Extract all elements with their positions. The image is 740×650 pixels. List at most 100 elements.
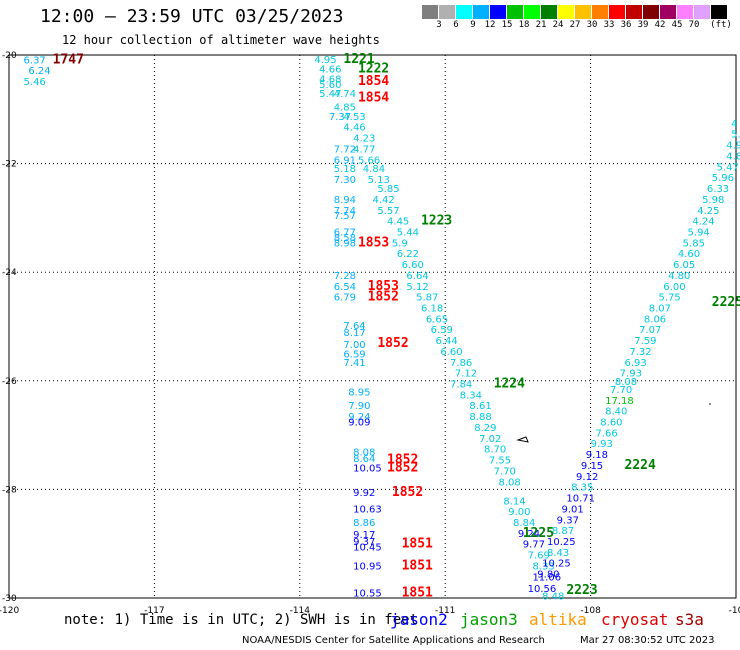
sat-s3a: s3a (675, 610, 704, 629)
wave-height-label: 9.00 (508, 507, 530, 518)
wave-height-label: 7.64 (343, 321, 365, 332)
wave-height-label: 9.92 (353, 488, 375, 499)
pass-time-label: 1221 (343, 52, 374, 67)
pass-time-label: 1223 (421, 214, 452, 229)
wave-height-label: 6.24 (28, 66, 50, 77)
legend-swatch (711, 5, 728, 19)
wave-height-label: 5.85 (683, 238, 705, 249)
wave-height-label: 5.85 (377, 184, 399, 195)
wave-height-label: 9.77 (523, 540, 545, 551)
legend-ticks: 3 6 9 12 15 18 21 24 27 30 33 36 39 42 45 70 (ft) (422, 19, 732, 33)
legend-label: 24 (552, 20, 564, 30)
wave-height-label: 7.93 (620, 369, 642, 380)
wave-height-label: 5.46 (24, 77, 46, 88)
footer-credit: NOAA/NESDIS Center for Satellite Applica… (242, 635, 545, 646)
wave-height-label: 4.85 (334, 103, 356, 114)
legend-swatch (490, 5, 507, 19)
legend-label: 30 (586, 20, 598, 30)
wave-height-label: 5.47 (319, 89, 341, 100)
pass-time-label: 1851 (402, 537, 433, 552)
wave-height-label: 7.30 (334, 175, 356, 186)
wave-height-label: 8.61 (469, 401, 491, 412)
pass-time-label: 1852 (387, 461, 418, 476)
pass-time-label: 2224 (625, 458, 656, 473)
wave-height-label: 6.65 (426, 314, 448, 325)
y-tick-label: -24 (2, 268, 17, 278)
wave-height-label: 9.17 (353, 530, 375, 541)
y-tick-label: -26 (2, 377, 17, 387)
wave-height-label: 5.9 (392, 238, 408, 249)
wave-height-label: 7.37 (329, 112, 351, 123)
wave-height-label: 9.37 (353, 537, 375, 548)
wave-height-label: 8.58 (334, 233, 356, 244)
wave-height-label: 9.37 (557, 515, 579, 526)
x-tick-label: -114 (290, 606, 311, 616)
wave-height-label: 4.45 (387, 217, 409, 228)
wave-height-label: 7.55 (489, 456, 511, 467)
legend-swatch (609, 5, 626, 19)
legend-label: 12 (484, 20, 496, 30)
legend-swatch (456, 5, 473, 19)
legend-swatch (422, 5, 439, 19)
wave-height-label: 5.18 (334, 164, 356, 175)
y-tick-label: -30 (2, 594, 17, 604)
sat-jason3: jason3 (460, 610, 518, 629)
wave-height-label: 4.46 (343, 123, 365, 134)
wave-height-label: 7.66 (595, 428, 617, 439)
wave-height-label: 10.05 (353, 464, 382, 475)
wave-height-label: 5.13 (368, 175, 390, 186)
wave-height-label: 4.68 (319, 74, 341, 85)
legend-swatch (626, 5, 643, 19)
pass-time-label: 2225 (712, 295, 740, 310)
x-tick-label: -111 (435, 606, 455, 616)
wave-height-label: 6.54 (334, 282, 356, 293)
wave-height-label: 6.59 (343, 350, 365, 361)
wave-height-label: 6.00 (663, 282, 685, 293)
pass-time-label: 1854 (358, 74, 389, 89)
pass-time-label: 1852 (368, 290, 399, 305)
wave-height-label: 8.35 (571, 483, 593, 494)
wave-height-label: 8.87 (552, 526, 574, 537)
wave-height-label: 9.24 (518, 529, 540, 540)
wave-height-label: 4.84 (363, 164, 385, 175)
wave-height-label: 6.77 (334, 227, 356, 238)
wave-height-label: 5.12 (406, 282, 428, 293)
legend-swatch (694, 5, 711, 19)
pass-time-label: 1222 (358, 62, 389, 77)
chart-subtitle: 12 hour collection of altimeter wave hei… (62, 33, 380, 47)
legend-label: 27 (569, 20, 581, 30)
wave-height-label: 8.64 (353, 454, 375, 465)
wave-height-label: 4.53 (343, 112, 365, 123)
sat-jason2: jason2 (390, 610, 448, 629)
legend-label: 45 (671, 20, 683, 30)
wave-height-label: 8.70 (484, 445, 506, 456)
wave-height-label: 7.70 (610, 385, 632, 396)
color-legend: 3 6 9 12 15 18 21 24 27 30 33 36 39 42 45 70 (ft) (422, 5, 732, 33)
wave-height-label: 8.94 (334, 195, 356, 206)
wave-height-label: 7.07 (639, 325, 661, 336)
pass-time-label: 1852 (387, 453, 418, 468)
pass-time-label: 1854 (358, 90, 389, 105)
wave-height-label: 6.93 (625, 358, 647, 369)
wave-height-label: 11.06 (532, 572, 561, 583)
wave-height-label: 10.55 (353, 589, 382, 600)
wave-height-label: 8.14 (503, 496, 525, 507)
wave-height-label: 5.3 (731, 130, 740, 141)
wave-height-label: 8.34 (460, 390, 482, 401)
wave-height-label: 4.66 (319, 65, 341, 76)
wave-height-label: 4.60 (678, 249, 700, 260)
wave-height-label: 8.08 (353, 447, 375, 458)
x-tick-label: -120 (0, 606, 19, 616)
wave-height-label: 7.72 (334, 144, 356, 155)
wave-height-label: 8.40 (605, 407, 627, 418)
wave-height-label: 8.98 (334, 238, 356, 249)
y-tick-label: -22 (2, 160, 17, 170)
legend-label: 6 (453, 20, 459, 30)
wave-height-label: 9.09 (348, 418, 370, 429)
wave-height-label: 9.80 (537, 570, 559, 581)
wave-height-label: 9.18 (586, 450, 608, 461)
legend-label: 18 (518, 20, 530, 30)
wave-height-label: 7.59 (634, 336, 656, 347)
wave-height-label: 7.32 (629, 347, 651, 358)
wave-height-label: 8.43 (547, 548, 569, 559)
